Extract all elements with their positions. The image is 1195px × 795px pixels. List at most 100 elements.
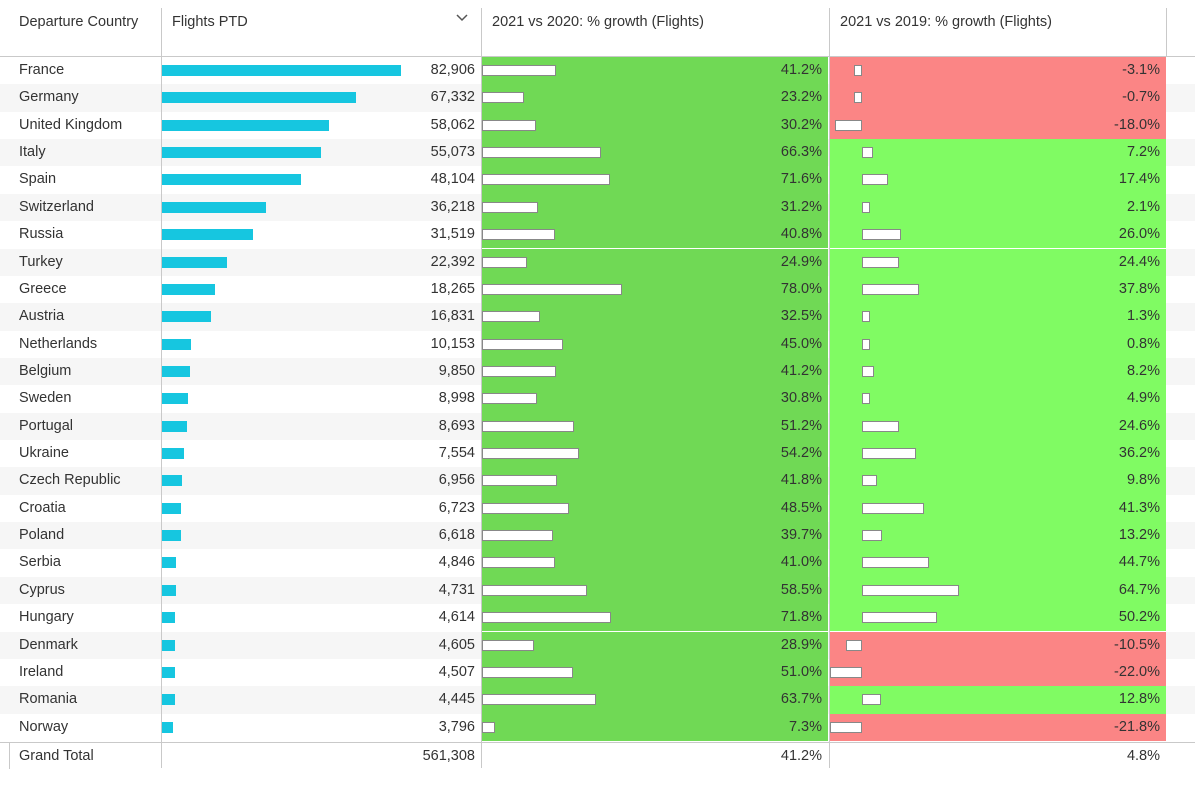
growth-2019-cell-bg <box>830 686 1166 714</box>
country-name: Romania <box>19 691 78 708</box>
header-departure-country[interactable]: Departure Country <box>19 14 139 30</box>
table-row[interactable]: Norway 3,796 7.3% -21.8% <box>0 713 1195 741</box>
country-name: Poland <box>19 527 65 544</box>
chevron-down-icon[interactable] <box>456 14 468 22</box>
flights-value: 8,998 <box>438 390 475 407</box>
flights-bar <box>162 721 173 733</box>
table-row[interactable]: Poland 6,618 39.7% 13.2% <box>0 522 1195 550</box>
growth-2019-value: 9.8% <box>1126 472 1160 489</box>
growth-2020-bar <box>482 147 601 159</box>
growth-2020-cell-bg <box>482 111 828 140</box>
flights-value: 67,332 <box>430 89 475 106</box>
flights-bar <box>162 119 330 131</box>
growth-2019-cell-bg <box>830 658 1166 687</box>
table-row[interactable]: Hungary 4,614 71.8% 50.2% <box>0 604 1195 632</box>
growth-2019-value: 17.4% <box>1118 171 1160 188</box>
grand-total-flights: 561,308 <box>422 748 475 764</box>
growth-2020-bar <box>482 201 538 213</box>
table-row[interactable]: Ireland 4,507 51.0% -22.0% <box>0 658 1195 687</box>
growth-2019-value: 13.2% <box>1118 527 1160 544</box>
table-row[interactable]: Greece 18,265 78.0% 37.8% <box>0 275 1195 304</box>
flights-bar <box>162 201 267 213</box>
growth-2020-value: 41.0% <box>780 554 822 571</box>
table-row[interactable]: Russia 31,519 40.8% 26.0% <box>0 221 1195 249</box>
country-name: Sweden <box>19 390 72 407</box>
flights-value: 58,062 <box>430 116 475 133</box>
growth-2020-bar <box>482 229 556 241</box>
flights-value: 4,846 <box>438 554 475 571</box>
growth-2019-value: -22.0% <box>1114 663 1160 680</box>
growth-2020-bar <box>482 530 554 542</box>
table-row[interactable]: Serbia 4,846 41.0% 44.7% <box>0 549 1195 577</box>
growth-2020-bar <box>482 393 538 405</box>
column-divider <box>481 8 482 768</box>
table-row[interactable]: Sweden 8,998 30.8% 4.9% <box>0 385 1195 413</box>
header-flights-ptd[interactable]: Flights PTD <box>162 0 480 56</box>
growth-2019-value: 8.2% <box>1126 362 1160 379</box>
column-divider <box>1166 8 1167 56</box>
grand-total-growth-2019: 4.8% <box>1126 748 1160 764</box>
flights-value: 82,906 <box>430 62 475 78</box>
flights-value: 6,956 <box>438 472 475 489</box>
table-row[interactable]: Belgium 9,850 41.2% 8.2% <box>0 357 1195 386</box>
flights-value: 3,796 <box>438 718 475 735</box>
growth-2019-bar <box>854 65 862 76</box>
flights-bar <box>162 502 182 514</box>
growth-2020-bar <box>482 721 496 733</box>
table-row[interactable]: United Kingdom 58,062 30.2% -18.0% <box>0 111 1195 140</box>
table-row[interactable]: Turkey 22,392 24.9% 24.4% <box>0 248 1195 276</box>
growth-2019-value: 41.3% <box>1118 499 1160 516</box>
flights-value: 36,218 <box>430 198 475 215</box>
table-row[interactable]: Croatia 6,723 48.5% 41.3% <box>0 494 1195 523</box>
grand-total-growth-2020: 41.2% <box>780 748 822 764</box>
table-row[interactable]: Denmark 4,605 28.9% -10.5% <box>0 631 1195 659</box>
table-row[interactable]: Ukraine 7,554 54.2% 36.2% <box>0 440 1195 468</box>
flights-bar <box>162 65 401 76</box>
flights-bar <box>162 666 175 678</box>
table-row[interactable]: France 82,906 41.2% -3.1% <box>0 57 1195 85</box>
growth-2019-bar <box>862 475 877 487</box>
table-row[interactable]: Czech Republic 6,956 41.8% 9.8% <box>0 467 1195 495</box>
header-growth-2019[interactable]: 2021 vs 2019: % growth (Flights) <box>840 14 1052 30</box>
growth-2019-cell-bg <box>830 193 1166 222</box>
growth-2020-value: 7.3% <box>788 718 822 735</box>
growth-2019-bar <box>862 229 901 241</box>
country-name: Croatia <box>19 499 66 516</box>
table-row[interactable]: Italy 55,073 66.3% 7.2% <box>0 139 1195 167</box>
growth-2020-value: 71.8% <box>780 609 822 626</box>
table-row[interactable]: Romania 4,445 63.7% 12.8% <box>0 686 1195 714</box>
growth-2020-bar <box>482 65 556 76</box>
flights-bar <box>162 147 321 159</box>
flights-value: 16,831 <box>430 308 475 325</box>
growth-2019-value: 26.0% <box>1118 226 1160 243</box>
table-row[interactable]: Spain 48,104 71.6% 17.4% <box>0 166 1195 194</box>
flights-bar <box>162 584 176 596</box>
table-row[interactable]: Austria 16,831 32.5% 1.3% <box>0 303 1195 331</box>
flights-value: 10,153 <box>430 335 475 352</box>
growth-2019-bar <box>862 147 873 159</box>
country-name: Germany <box>19 89 79 106</box>
growth-2019-bar <box>830 721 862 733</box>
table-row[interactable]: Germany 67,332 23.2% -0.7% <box>0 84 1195 112</box>
growth-2019-bar <box>862 557 930 569</box>
header-growth-2020[interactable]: 2021 vs 2020: % growth (Flights) <box>492 14 704 30</box>
growth-2019-cell-bg <box>830 330 1166 358</box>
flights-value: 9,850 <box>438 362 475 379</box>
growth-2019-bar <box>862 283 919 295</box>
growth-2020-bar <box>482 256 527 268</box>
country-name: Denmark <box>19 636 78 653</box>
table-row[interactable]: Portugal 8,693 51.2% 24.6% <box>0 412 1195 440</box>
flights-bar <box>162 420 188 432</box>
growth-2020-cell-bg <box>482 713 828 741</box>
table-row[interactable]: Switzerland 36,218 31.2% 2.1% <box>0 193 1195 222</box>
flights-bar <box>162 174 301 186</box>
table-row[interactable]: Netherlands 10,153 45.0% 0.8% <box>0 330 1195 358</box>
table-row[interactable]: Cyprus 4,731 58.5% 64.7% <box>0 576 1195 605</box>
country-name: Portugal <box>19 417 74 434</box>
growth-2019-cell-bg <box>830 57 1166 85</box>
growth-2019-bar <box>830 666 862 678</box>
country-name: France <box>19 62 65 78</box>
growth-2020-bar <box>482 694 597 706</box>
flights-bar <box>162 639 176 651</box>
